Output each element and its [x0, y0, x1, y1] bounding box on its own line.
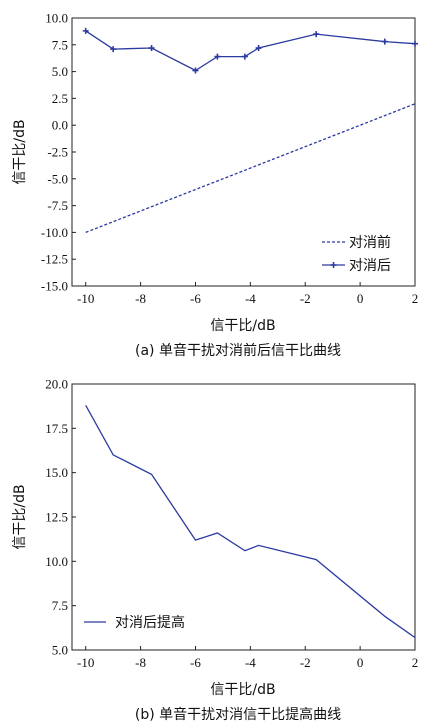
- data-point-a-1: [82, 27, 89, 34]
- x-tick-label-a: -2: [300, 291, 311, 306]
- caption-a: (a) 单音干扰对消前后信干比曲线: [135, 342, 341, 359]
- x-tick-label-a: -4: [245, 291, 256, 306]
- caption-b: (b) 单音干扰对消信干比提高曲线: [135, 706, 341, 723]
- x-tick-label-b: -2: [300, 655, 311, 670]
- y-tick-label-a: -15.0: [41, 279, 68, 294]
- y-tick-label-a: -10.0: [41, 225, 68, 240]
- x-tick-label-b: -6: [190, 655, 201, 670]
- y-axis-label-b: 信干比/dB: [12, 484, 28, 549]
- y-tick-label-b: 10.0: [45, 554, 68, 569]
- data-point-a-1: [313, 31, 320, 38]
- legend-a: 对消前 对消后: [322, 234, 391, 274]
- y-ticks-a: -15.0 -12.5 -10.0 -7.5 -5.0 -2.5 0.0 2.5 5.0 7.5 1…: [41, 11, 76, 294]
- y-tick-label-b: 12.5: [45, 510, 68, 525]
- x-tick-label-a: 0: [357, 291, 364, 306]
- data-point-a-1: [110, 46, 117, 53]
- x-tick-label-a: -10: [77, 291, 94, 306]
- y-tick-label-a: 2.5: [52, 91, 68, 106]
- y-tick-label-a: 7.5: [52, 37, 68, 52]
- x-tick-label-b: -8: [135, 655, 146, 670]
- x-tick-label-a: -6: [190, 291, 201, 306]
- data-point-a-1: [192, 67, 199, 74]
- x-ticks-a: -10 -8 -6 -4 -2 0 2: [77, 282, 418, 306]
- series-line-b-0: [85, 404, 416, 639]
- chart-a: -15.0 -12.5 -10.0 -7.5 -5.0 -2.5 0.0 2.5 5.0 7.5 1…: [12, 11, 418, 360]
- series-layer-a: [82, 27, 418, 234]
- y-axis-label-a: 信干比/dB: [12, 119, 28, 184]
- x-tick-label-b: -4: [245, 655, 256, 670]
- legend-label-after: 对消后: [349, 258, 391, 274]
- y-tick-label-b: 7.5: [52, 598, 68, 613]
- y-tick-label-a: 5.0: [52, 64, 68, 79]
- y-tick-label-a: 0.0: [52, 118, 68, 133]
- x-tick-label-b: 0: [357, 655, 364, 670]
- series-line-a-0: [85, 103, 416, 234]
- data-point-a-1: [255, 45, 262, 52]
- data-point-a-1: [148, 45, 155, 52]
- y-tick-label-a: -12.5: [41, 252, 68, 267]
- x-tick-label-a: -8: [135, 291, 146, 306]
- legend-b: 对消后提高: [84, 614, 185, 631]
- data-point-a-1: [412, 40, 418, 47]
- data-point-a-1: [241, 53, 248, 60]
- data-point-a-1: [381, 38, 388, 45]
- y-tick-label-a: -5.0: [47, 171, 68, 186]
- y-tick-label-b: 17.5: [45, 421, 68, 436]
- series-layer-b: [85, 404, 416, 639]
- y-tick-label-b: 15.0: [45, 465, 68, 480]
- legend-label-improve: 对消后提高: [115, 614, 185, 631]
- x-tick-label-a: 2: [412, 291, 419, 306]
- data-point-a-1: [214, 53, 221, 60]
- y-tick-label-b: 5.0: [52, 643, 68, 658]
- x-ticks-b: -10 -8 -6 -4 -2 0 2: [77, 646, 418, 670]
- y-tick-label-a: 10.0: [45, 11, 68, 26]
- y-tick-label-b: 20.0: [45, 377, 68, 392]
- legend-label-before: 对消前: [349, 234, 391, 251]
- x-axis-label-b: 信干比/dB: [210, 682, 275, 698]
- y-tick-label-a: -7.5: [47, 198, 68, 213]
- x-tick-label-b: -10: [77, 655, 94, 670]
- y-tick-label-a: -2.5: [47, 145, 68, 160]
- x-tick-label-b: 2: [412, 655, 419, 670]
- y-ticks-b: 5.0 7.5 10.0 12.5 15.0 17.5 20.0: [45, 377, 76, 658]
- chart-b: 5.0 7.5 10.0 12.5 15.0 17.5 20.0 -10 -8 -6 -4 -2 0 2…: [12, 377, 418, 724]
- x-axis-label-a: 信干比/dB: [210, 318, 275, 334]
- series-line-a-1: [85, 30, 416, 72]
- plot-frame-b: [71, 383, 416, 651]
- legend-marker-after: [330, 262, 337, 268]
